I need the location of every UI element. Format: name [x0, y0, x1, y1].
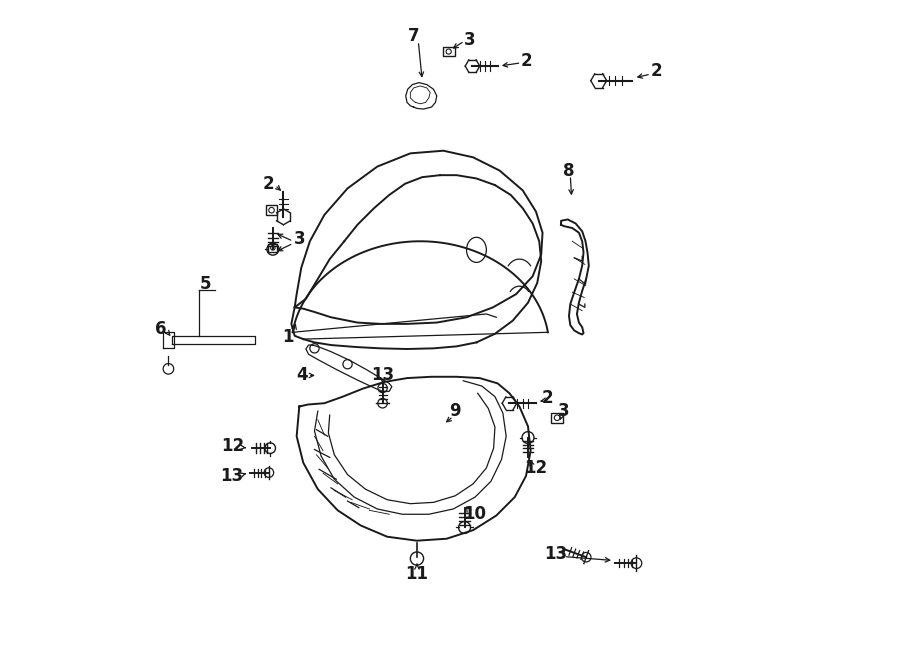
Text: 9: 9	[449, 402, 461, 420]
Text: 2: 2	[542, 389, 554, 407]
Text: 11: 11	[405, 564, 428, 583]
Text: 8: 8	[563, 161, 575, 180]
Text: 7: 7	[408, 27, 419, 46]
Text: 10: 10	[464, 505, 487, 524]
Bar	[266, 205, 277, 215]
Text: 6: 6	[155, 320, 166, 338]
Bar	[443, 47, 454, 56]
Text: 3: 3	[293, 230, 305, 249]
Text: 3: 3	[464, 30, 475, 49]
Text: 3: 3	[558, 402, 570, 420]
Text: 12: 12	[525, 459, 547, 477]
Bar	[551, 412, 563, 423]
Text: 4: 4	[296, 366, 308, 385]
Text: 13: 13	[220, 467, 243, 485]
Text: 5: 5	[200, 275, 212, 293]
Text: 12: 12	[221, 437, 245, 455]
Text: 1: 1	[283, 328, 293, 346]
Bar	[268, 244, 277, 252]
Text: 2: 2	[263, 175, 274, 193]
Text: 13: 13	[544, 545, 567, 563]
Text: 2: 2	[651, 62, 662, 81]
Text: 2: 2	[520, 52, 532, 70]
Text: 13: 13	[371, 366, 394, 385]
